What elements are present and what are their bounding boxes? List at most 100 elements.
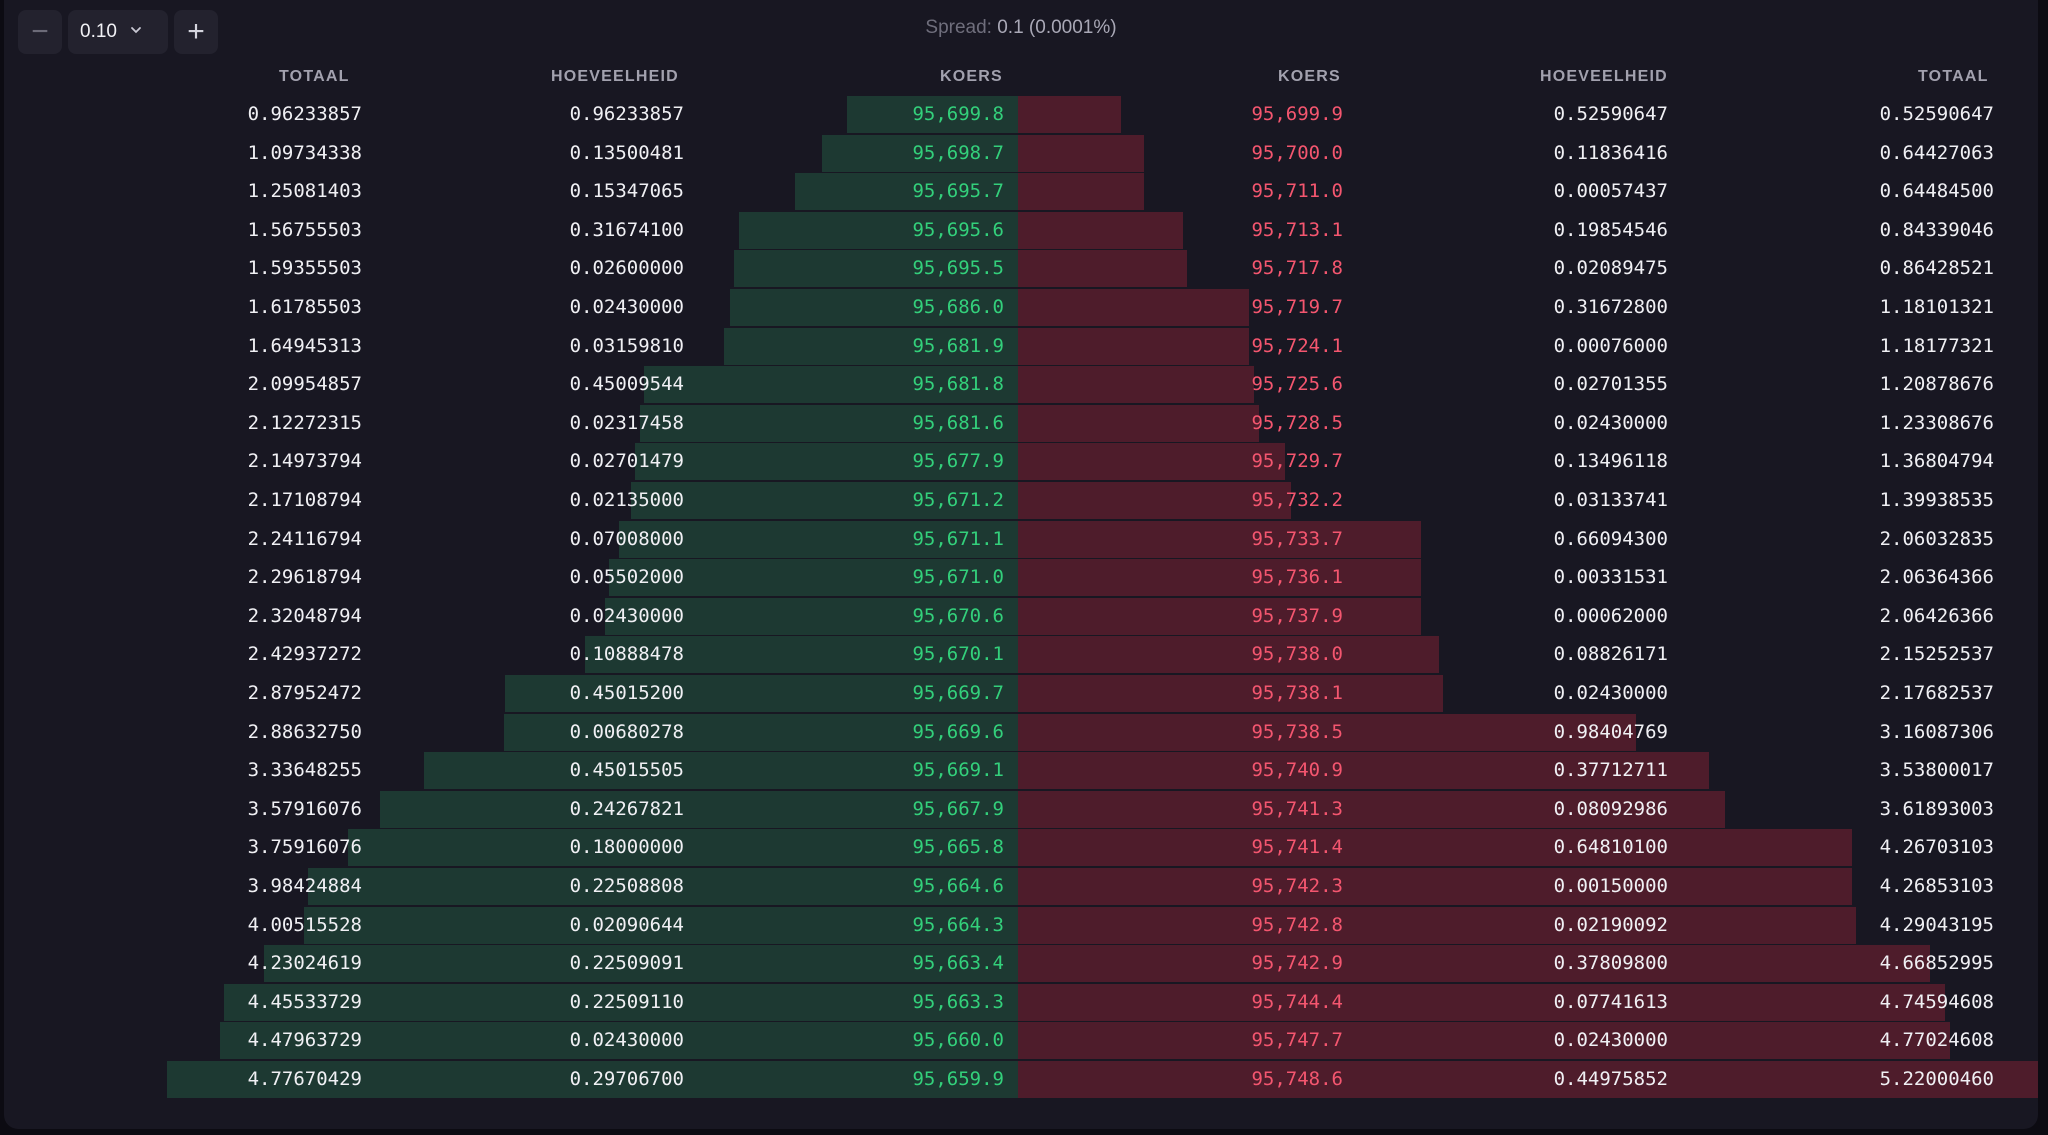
bid-price-cell[interactable]: 95,671.2 (912, 489, 1004, 511)
bid-price-cell[interactable]: 95,670.1 (912, 643, 1004, 666)
ask-price-cell[interactable]: 95,728.5 (1251, 411, 1343, 434)
bid-price-cell[interactable]: 95,686.0 (912, 296, 1004, 318)
bid-amount-cell[interactable]: 0.02600000 (569, 257, 684, 280)
bid-price-cell[interactable]: 95,665.8 (912, 836, 1004, 859)
ask-price-cell[interactable]: 95,711.0 (1251, 180, 1343, 203)
bid-amount-cell[interactable]: 0.45009544 (569, 373, 684, 396)
ask-price-cell[interactable]: 95,742.8 (1251, 913, 1343, 936)
ask-amount-cell[interactable]: 0.00057437 (1553, 180, 1668, 203)
ask-price-cell[interactable]: 95,744.4 (1251, 990, 1343, 1013)
ask-amount-cell[interactable]: 0.00150000 (1553, 875, 1668, 897)
bid-price-cell[interactable]: 95,659.9 (912, 1068, 1004, 1090)
bid-total-cell[interactable]: 4.47963729 (247, 1029, 362, 1052)
bid-amount-cell[interactable]: 0.07008000 (569, 527, 684, 550)
bid-total-cell[interactable]: 2.42937272 (247, 643, 362, 666)
ask-price-cell[interactable]: 95,742.3 (1251, 875, 1343, 897)
bid-total-cell[interactable]: 1.25081403 (247, 180, 362, 203)
bid-total-cell[interactable]: 2.88632750 (247, 720, 362, 743)
ask-price-cell[interactable]: 95,725.6 (1251, 373, 1343, 396)
ask-total-cell[interactable]: 3.53800017 (1879, 759, 1994, 782)
bid-amount-cell[interactable]: 0.24267821 (569, 797, 684, 820)
tick-size-select[interactable]: 0.10 (68, 10, 168, 54)
bid-amount-cell[interactable]: 0.96233857 (569, 103, 684, 125)
bid-price-cell[interactable]: 95,681.6 (912, 411, 1004, 434)
ask-total-cell[interactable]: 0.84339046 (1879, 218, 1994, 241)
ask-price-cell[interactable]: 95,700.0 (1251, 141, 1343, 164)
ask-amount-cell[interactable]: 0.44975852 (1553, 1068, 1668, 1090)
bid-price-cell[interactable]: 95,671.0 (912, 566, 1004, 589)
ask-amount-cell[interactable]: 0.07741613 (1553, 990, 1668, 1013)
bid-amount-cell[interactable]: 0.45015200 (569, 682, 684, 704)
bid-price-cell[interactable]: 95,664.3 (912, 913, 1004, 936)
bid-price-cell[interactable]: 95,677.9 (912, 450, 1004, 473)
ask-price-cell[interactable]: 95,729.7 (1251, 450, 1343, 473)
bid-amount-cell[interactable]: 0.05502000 (569, 566, 684, 589)
ask-total-cell[interactable]: 2.17682537 (1879, 682, 1994, 704)
bid-price-cell[interactable]: 95,695.5 (912, 257, 1004, 280)
ask-price-cell[interactable]: 95,740.9 (1251, 759, 1343, 782)
bid-total-cell[interactable]: 1.56755503 (247, 218, 362, 241)
bid-price-cell[interactable]: 95,695.6 (912, 218, 1004, 241)
ask-amount-cell[interactable]: 0.02089475 (1553, 257, 1668, 280)
bid-price-cell[interactable]: 95,671.1 (912, 527, 1004, 550)
ask-amount-cell[interactable]: 0.37712711 (1553, 759, 1668, 782)
ask-amount-cell[interactable]: 0.31672800 (1553, 296, 1668, 318)
bid-total-cell[interactable]: 0.96233857 (247, 103, 362, 125)
ask-amount-cell[interactable]: 0.03133741 (1553, 489, 1668, 511)
ask-amount-cell[interactable]: 0.64810100 (1553, 836, 1668, 859)
bid-total-cell[interactable]: 3.57916076 (247, 797, 362, 820)
bid-price-cell[interactable]: 95,660.0 (912, 1029, 1004, 1052)
bid-price-cell[interactable]: 95,699.8 (912, 103, 1004, 125)
ask-total-cell[interactable]: 2.06364366 (1879, 566, 1994, 589)
ask-total-cell[interactable]: 2.15252537 (1879, 643, 1994, 666)
ask-total-cell[interactable]: 1.39938535 (1879, 489, 1994, 511)
bid-amount-cell[interactable]: 0.02090644 (569, 913, 684, 936)
ask-total-cell[interactable]: 4.77024608 (1879, 1029, 1994, 1052)
ask-amount-cell[interactable]: 0.52590647 (1553, 103, 1668, 125)
ask-price-cell[interactable]: 95,741.4 (1251, 836, 1343, 859)
ask-total-cell[interactable]: 2.06032835 (1879, 527, 1994, 550)
ask-amount-cell[interactable]: 0.02701355 (1553, 373, 1668, 396)
bid-total-cell[interactable]: 4.23024619 (247, 952, 362, 975)
ask-price-cell[interactable]: 95,747.7 (1251, 1029, 1343, 1052)
bid-total-cell[interactable]: 2.14973794 (247, 450, 362, 473)
bid-amount-cell[interactable]: 0.02430000 (569, 1029, 684, 1052)
bid-price-cell[interactable]: 95,681.9 (912, 334, 1004, 357)
bid-total-cell[interactable]: 4.00515528 (247, 913, 362, 936)
ask-amount-cell[interactable]: 0.08092986 (1553, 797, 1668, 820)
ask-total-cell[interactable]: 4.74594608 (1879, 990, 1994, 1013)
ask-price-cell[interactable]: 95,738.1 (1251, 682, 1343, 704)
ask-price-cell[interactable]: 95,719.7 (1251, 296, 1343, 318)
bid-amount-cell[interactable]: 0.02317458 (569, 411, 684, 434)
ask-amount-cell[interactable]: 0.00076000 (1553, 334, 1668, 357)
ask-total-cell[interactable]: 0.52590647 (1879, 103, 1994, 125)
ask-total-cell[interactable]: 1.18101321 (1879, 296, 1994, 318)
ask-price-cell[interactable]: 95,717.8 (1251, 257, 1343, 280)
bid-price-cell[interactable]: 95,698.7 (912, 141, 1004, 164)
bid-total-cell[interactable]: 2.17108794 (247, 489, 362, 511)
bid-price-cell[interactable]: 95,664.6 (912, 875, 1004, 897)
bid-amount-cell[interactable]: 0.18000000 (569, 836, 684, 859)
ask-amount-cell[interactable]: 0.02430000 (1553, 682, 1668, 704)
ask-price-cell[interactable]: 95,736.1 (1251, 566, 1343, 589)
bid-total-cell[interactable]: 3.33648255 (247, 759, 362, 782)
ask-amount-cell[interactable]: 0.08826171 (1553, 643, 1668, 666)
bid-price-cell[interactable]: 95,663.3 (912, 990, 1004, 1013)
ask-price-cell[interactable]: 95,699.9 (1251, 103, 1343, 125)
bid-amount-cell[interactable]: 0.13500481 (569, 141, 684, 164)
bid-amount-cell[interactable]: 0.22509091 (569, 952, 684, 975)
ask-amount-cell[interactable]: 0.02430000 (1553, 411, 1668, 434)
ask-amount-cell[interactable]: 0.00331531 (1553, 566, 1668, 589)
bid-amount-cell[interactable]: 0.15347065 (569, 180, 684, 203)
ask-total-cell[interactable]: 4.26703103 (1879, 836, 1994, 859)
ask-total-cell[interactable]: 1.36804794 (1879, 450, 1994, 473)
bid-amount-cell[interactable]: 0.00680278 (569, 720, 684, 743)
ask-total-cell[interactable]: 4.66852995 (1879, 952, 1994, 975)
ask-price-cell[interactable]: 95,713.1 (1251, 218, 1343, 241)
bid-amount-cell[interactable]: 0.02701479 (569, 450, 684, 473)
bid-amount-cell[interactable]: 0.22508808 (569, 875, 684, 897)
bid-total-cell[interactable]: 2.29618794 (247, 566, 362, 589)
bid-amount-cell[interactable]: 0.31674100 (569, 218, 684, 241)
ask-price-cell[interactable]: 95,724.1 (1251, 334, 1343, 357)
bid-price-cell[interactable]: 95,667.9 (912, 797, 1004, 820)
